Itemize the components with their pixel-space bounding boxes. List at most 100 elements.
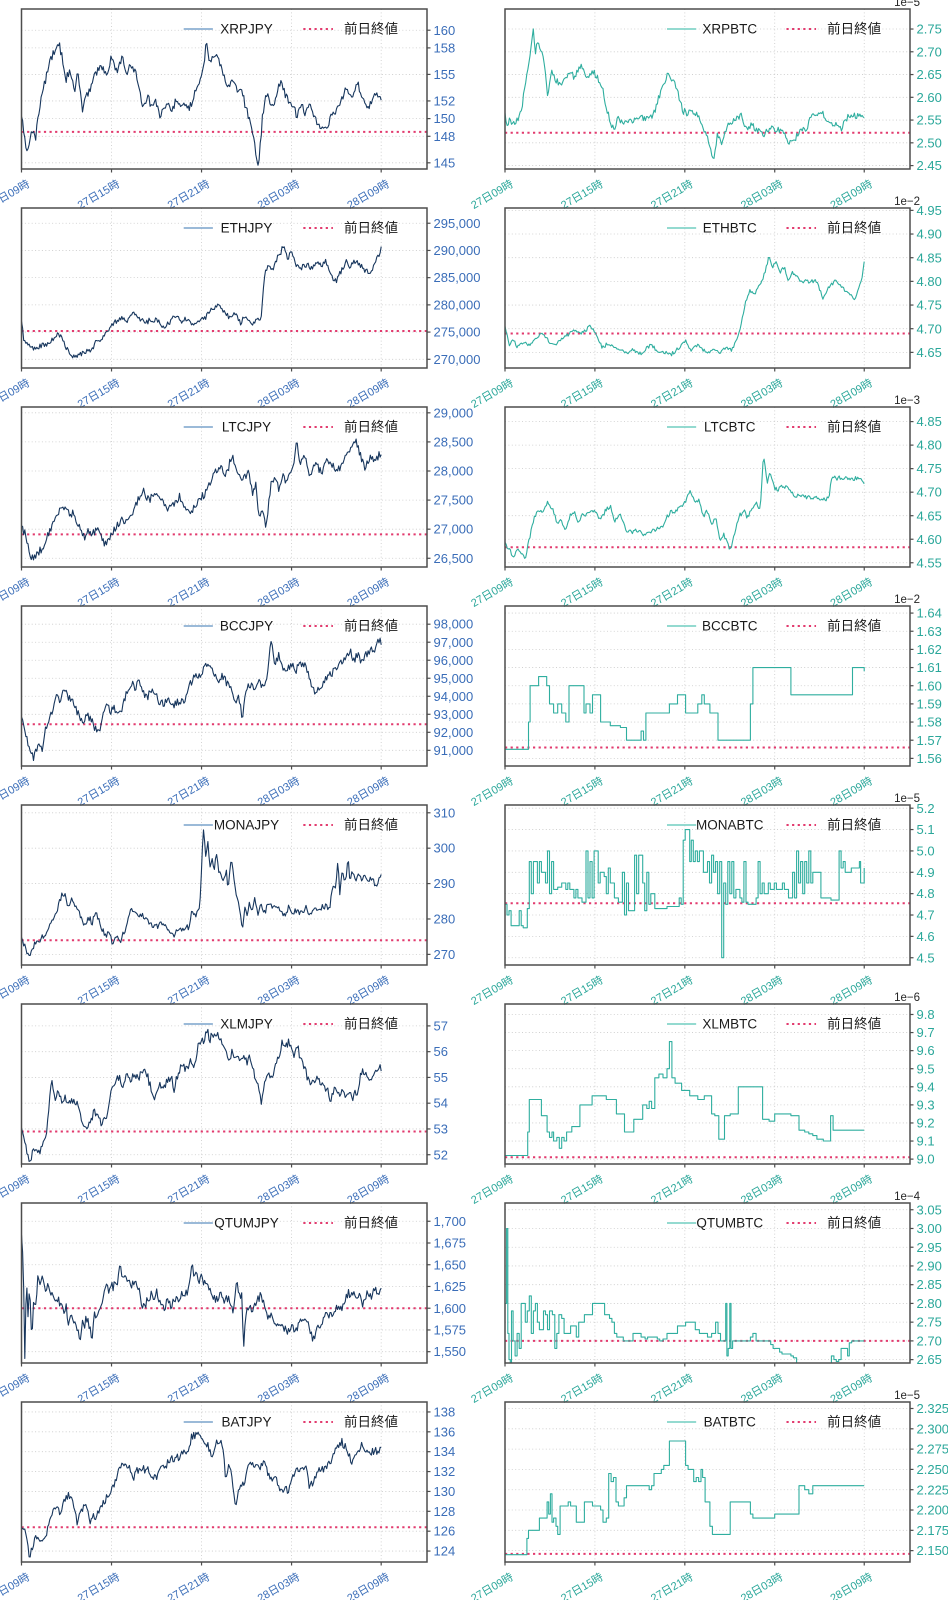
y-tick-label: 132 [434, 1464, 456, 1479]
chart-svg: 26,50027,00027,50028,00028,50029,00027日0… [0, 405, 474, 609]
y-tick-label: 4.65 [917, 508, 942, 523]
chart-cell-xlmjpy: 52 53 54 55 56 57 27日09時 27日15時 27日21時 28日03時 28日0… [0, 995, 474, 1207]
y-tick-label: 2.200 [917, 1503, 948, 1518]
y-tick-label: 9.5 [917, 1061, 935, 1076]
legend-pair-label: MONAJPY [214, 818, 279, 833]
price-line [21, 1431, 382, 1558]
y-tick-label: 4.9 [917, 865, 935, 880]
y-tick-label: 138 [434, 1404, 456, 1419]
legend-prev-close-label: 前日終値 [827, 618, 881, 634]
y-tick-label: 152 [434, 93, 456, 108]
y-tick-label: 148 [434, 129, 456, 144]
y-tick-label: 155 [434, 67, 456, 82]
price-line [505, 458, 865, 559]
y-tick-label: 290 [434, 876, 456, 891]
axis-offset-label: 1e−5 [894, 793, 920, 805]
legend-prev-close-label: 前日終値 [344, 1215, 398, 1231]
y-tick-label: 2.325 [917, 1401, 948, 1416]
legend-prev-close-label: 前日終値 [827, 1414, 881, 1430]
y-tick-label: 27,000 [434, 522, 474, 537]
price-line [21, 637, 382, 762]
y-tick-label: 4.65 [917, 345, 942, 360]
x-tick-label: 27日15時 [559, 1570, 606, 1600]
y-tick-label: 124 [434, 1544, 456, 1559]
plot-border [20, 804, 428, 966]
y-tick-label: 2.225 [917, 1482, 948, 1497]
y-tick-label: 158 [434, 40, 456, 55]
y-tick-label: 130 [434, 1484, 456, 1499]
y-tick-label: 4.75 [917, 461, 942, 476]
price-line [505, 28, 865, 159]
y-tick-label: 2.90 [917, 1259, 942, 1274]
y-tick-label: 9.0 [917, 1152, 935, 1167]
y-tick-label: 5.0 [917, 843, 935, 858]
y-tick-label: 2.300 [917, 1421, 948, 1436]
y-tick-label: 95,000 [434, 671, 474, 686]
y-tick-label: 5.1 [917, 822, 935, 837]
plot-border [504, 1202, 911, 1364]
y-tick-label: 57 [434, 1018, 448, 1033]
chart-cell-xlmbtc: 9.0 9.1 9.2 9.3 9.4 9.5 9.6 9.7 9.8 27日09時 27日15時 2… [469, 992, 948, 1207]
y-tick-label: 4.60 [917, 532, 942, 547]
legend-pair-label: ETHJPY [221, 221, 273, 236]
y-tick-label: 9.6 [917, 1043, 935, 1058]
plot-border [504, 1401, 911, 1563]
y-tick-label: 2.70 [917, 44, 942, 59]
y-tick-label: 280 [434, 912, 456, 927]
legend-pair-label: XRPBTC [702, 22, 757, 37]
x-tick-label: 27日15時 [75, 1570, 122, 1600]
y-tick-label: 1.58 [917, 715, 942, 730]
chart-cell-bccbtc: 1.56 1.57 1.58 1.59 1.60 1.61 1.62 1.63 1.64 27日0… [469, 594, 948, 809]
price-line [505, 256, 865, 357]
x-tick-label: 27日09時 [0, 1570, 32, 1600]
y-tick-label: 1.60 [917, 678, 942, 693]
price-line [21, 1028, 382, 1162]
price-line [21, 829, 382, 956]
legend-pair-label: XLMJPY [220, 1017, 273, 1032]
x-tick-label: 27日21時 [165, 1570, 212, 1600]
legend-pair-label: BCCJPY [220, 619, 273, 634]
y-tick-label: 2.75 [917, 1315, 942, 1330]
y-tick-label: 160 [434, 23, 456, 38]
chart-cell-qtumjpy: 1,550 1,575 1,600 1,625 1,650 1,675 1,700 27日09… [0, 1194, 474, 1406]
y-tick-label: 2.75 [917, 22, 942, 37]
y-tick-label: 4.70 [917, 485, 942, 500]
plot-border [504, 1003, 911, 1165]
y-tick-label: 136 [434, 1424, 456, 1439]
y-tick-label: 1,700 [434, 1214, 467, 1229]
plot-border [20, 406, 428, 568]
y-tick-label: 4.85 [917, 414, 942, 429]
y-tick-label: 29,000 [434, 405, 474, 420]
y-tick-label: 2.85 [917, 1277, 942, 1292]
legend-prev-close-label: 前日終値 [344, 220, 398, 236]
y-tick-label: 2.80 [917, 1296, 942, 1311]
legend-prev-close-label: 前日終値 [827, 1016, 881, 1032]
legend-pair-label: XLMBTC [702, 1017, 757, 1032]
y-tick-label: 9.2 [917, 1116, 935, 1131]
y-tick-label: 97,000 [434, 635, 474, 650]
legend-prev-close-label: 前日終値 [827, 21, 881, 37]
y-tick-label: 2.175 [917, 1523, 948, 1538]
legend-prev-close-label: 前日終値 [827, 419, 881, 435]
y-tick-label: 310 [434, 805, 456, 820]
chart-cell-bccjpy: 91,000 92,000 93,000 94,000 95,000 96,000 97,0… [0, 597, 474, 809]
price-line [21, 42, 382, 166]
legend-prev-close-label: 前日終値 [827, 1215, 881, 1231]
y-tick-label: 9.7 [917, 1025, 935, 1040]
legend-prev-close-label: 前日終値 [827, 220, 881, 236]
price-line [505, 667, 865, 750]
y-tick-label: 53 [434, 1122, 448, 1137]
x-tick-label: 28日03時 [255, 1570, 302, 1600]
y-tick-label: 1.64 [917, 606, 942, 621]
y-tick-label: 126 [434, 1524, 456, 1539]
price-line [505, 1440, 865, 1556]
y-tick-label: 94,000 [434, 689, 474, 704]
plot-border [20, 605, 428, 767]
chart-cell-xrpbtc: 2.45 2.50 2.55 2.60 2.65 2.70 2.75 27日09時 27日15時… [469, 0, 948, 212]
y-tick-label: 3.05 [917, 1202, 942, 1217]
y-tick-label: 134 [434, 1444, 456, 1459]
y-tick-label: 1.57 [917, 733, 942, 748]
